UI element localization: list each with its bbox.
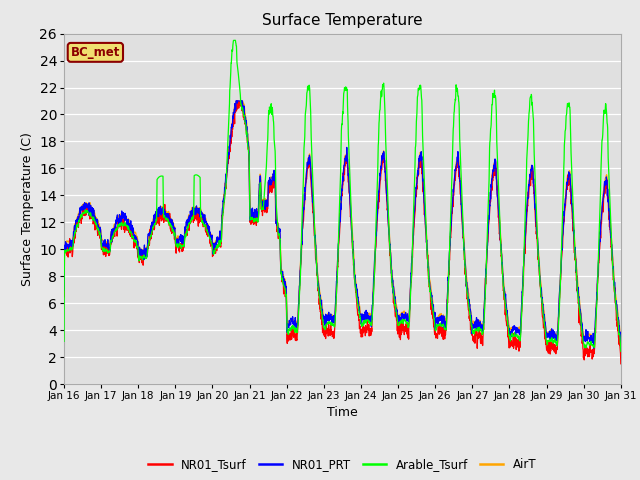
AirT — [508, 326, 516, 332]
AirT — [348, 223, 356, 229]
AirT — [212, 238, 220, 244]
NR01_Tsurf — [212, 244, 220, 250]
Arable_Tsurf — [348, 229, 356, 235]
Arable_Tsurf — [593, 304, 600, 310]
NR01_PRT — [593, 295, 600, 301]
NR01_Tsurf — [233, 98, 241, 104]
NR01_PRT — [406, 300, 414, 306]
NR01_PRT — [232, 98, 240, 104]
AirT — [593, 298, 600, 303]
AirT — [406, 296, 414, 302]
NR01_PRT — [348, 230, 356, 236]
Text: BC_met: BC_met — [70, 46, 120, 59]
NR01_Tsurf — [508, 342, 516, 348]
Arable_Tsurf — [617, 348, 625, 354]
Arable_Tsurf — [230, 37, 237, 43]
NR01_PRT — [212, 240, 220, 245]
NR01_PRT — [60, 287, 68, 293]
Arable_Tsurf — [60, 338, 68, 344]
Legend: NR01_Tsurf, NR01_PRT, Arable_Tsurf, AirT: NR01_Tsurf, NR01_PRT, Arable_Tsurf, AirT — [143, 454, 541, 476]
X-axis label: Time: Time — [327, 407, 358, 420]
Arable_Tsurf — [164, 217, 172, 223]
NR01_Tsurf — [406, 306, 414, 312]
Line: AirT: AirT — [64, 101, 621, 352]
NR01_PRT — [164, 216, 172, 221]
AirT — [164, 211, 172, 216]
Arable_Tsurf — [508, 332, 516, 337]
Line: NR01_PRT: NR01_PRT — [64, 101, 621, 349]
NR01_Tsurf — [593, 299, 600, 304]
NR01_Tsurf — [348, 234, 356, 240]
Line: Arable_Tsurf: Arable_Tsurf — [64, 40, 621, 351]
Y-axis label: Surface Temperature (C): Surface Temperature (C) — [20, 132, 34, 286]
AirT — [232, 98, 240, 104]
NR01_Tsurf — [617, 361, 625, 367]
NR01_PRT — [508, 327, 516, 333]
Title: Surface Temperature: Surface Temperature — [262, 13, 422, 28]
AirT — [617, 349, 625, 355]
Arable_Tsurf — [406, 304, 414, 310]
Line: NR01_Tsurf: NR01_Tsurf — [64, 101, 621, 364]
Arable_Tsurf — [212, 245, 220, 251]
AirT — [60, 321, 68, 327]
NR01_Tsurf — [60, 294, 68, 300]
NR01_PRT — [617, 346, 625, 352]
NR01_Tsurf — [164, 217, 172, 223]
